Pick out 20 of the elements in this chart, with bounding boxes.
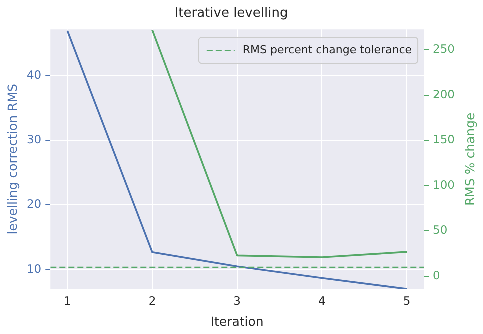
y2-tick-label: 200 (433, 87, 456, 102)
y-axis-title: levelling correction RMS (4, 84, 20, 235)
y-tick-label: 20 (26, 197, 42, 212)
y2-tick-label: 100 (433, 178, 456, 192)
y-tick-label: 10 (26, 262, 42, 276)
x-axis-title: Iteration (210, 314, 264, 329)
chart-title: Iterative levelling (174, 6, 288, 22)
x-tick-label: 4 (318, 294, 326, 308)
y2-tick-label: 250 (433, 42, 456, 56)
y2-tick-label: 0 (433, 268, 440, 283)
y2-tick-label: 50 (433, 223, 448, 238)
x-tick-label: 5 (403, 294, 411, 308)
x-tick-label: 3 (234, 294, 242, 308)
y2-axis-title: RMS % change (462, 112, 478, 206)
x-tick-label: 2 (148, 294, 156, 308)
legend-label: RMS percent change tolerance (242, 43, 412, 56)
y-tick-label: 30 (26, 132, 42, 147)
x-tick-label: 1 (64, 294, 72, 308)
y2-tick-label: 150 (433, 132, 456, 147)
y-tick-label: 40 (26, 68, 42, 82)
